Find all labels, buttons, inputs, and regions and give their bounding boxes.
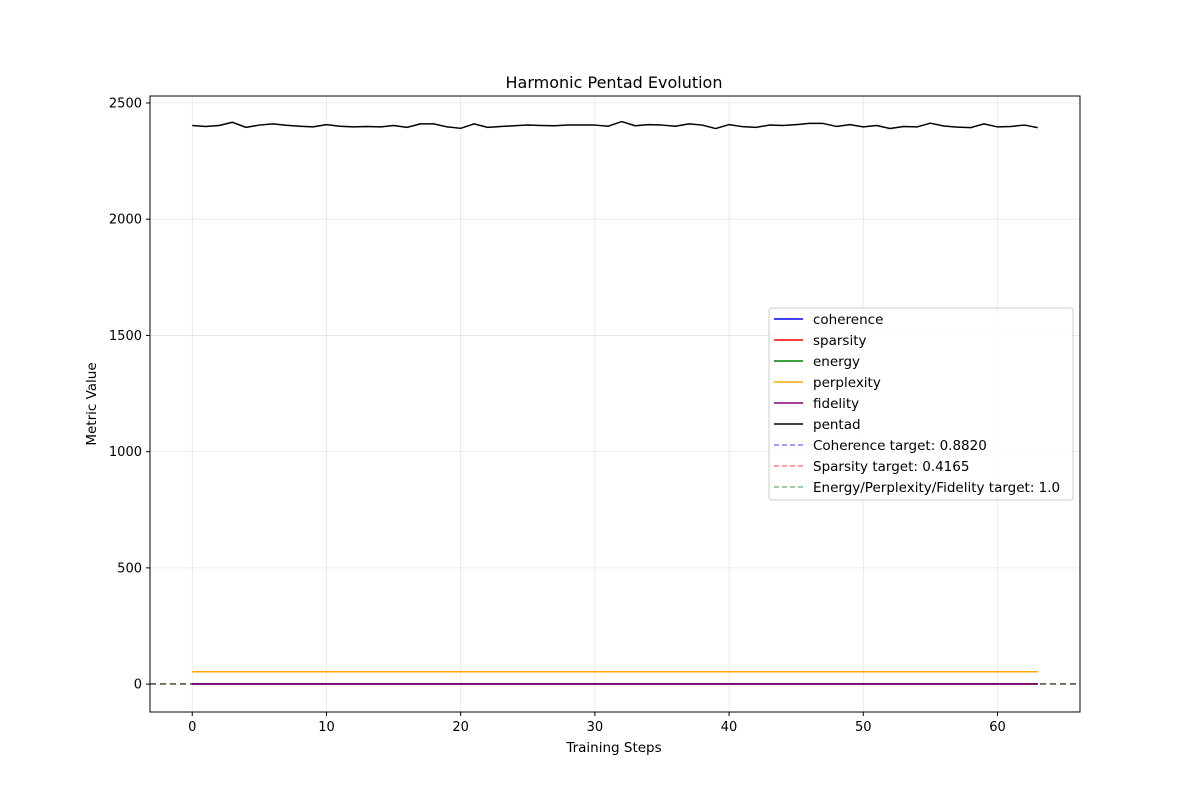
legend-label: energy [813,354,860,370]
legend-label: sparsity [813,333,867,349]
y-tick-label: 0 [134,678,142,693]
legend-label: fidelity [813,396,859,412]
x-tick-label: 50 [855,720,872,735]
x-tick-label: 0 [188,720,196,735]
legend-label: Sparsity target: 0.4165 [813,459,969,475]
x-tick-label: 30 [587,720,604,735]
y-tick-label: 500 [117,561,142,576]
x-tick-label: 20 [452,720,469,735]
plot-frame [149,95,1081,713]
legend-label: Energy/Perplexity/Fidelity target: 1.0 [813,480,1060,496]
legend-label: Coherence target: 0.8820 [813,438,987,454]
y-tick-label: 2500 [109,96,142,111]
legend-label: coherence [813,312,883,328]
series-line-pentad [192,120,1038,130]
y-tick-label: 1000 [109,445,142,460]
y-tick-label: 1500 [109,329,142,344]
legend: coherence sparsity energy perplexity fidelit… [768,307,1074,501]
chart-title: Harmonic Pentad Evolution [506,73,723,92]
x-tick-label: 60 [989,720,1006,735]
y-axis-label: Metric Value [84,362,100,445]
x-axis-label: Training Steps [565,740,661,756]
legend-box [768,307,1074,501]
axis-ticks: 0 10 20 30 40 50 60 0 500 1000 1500 2000 2500 [109,96,1006,735]
series-lines [192,120,1038,685]
y-tick-label: 2000 [109,213,142,228]
legend-label: perplexity [813,375,881,391]
x-tick-label: 40 [721,720,738,735]
x-tick-label: 10 [318,720,335,735]
legend-label: pentad [813,417,861,433]
